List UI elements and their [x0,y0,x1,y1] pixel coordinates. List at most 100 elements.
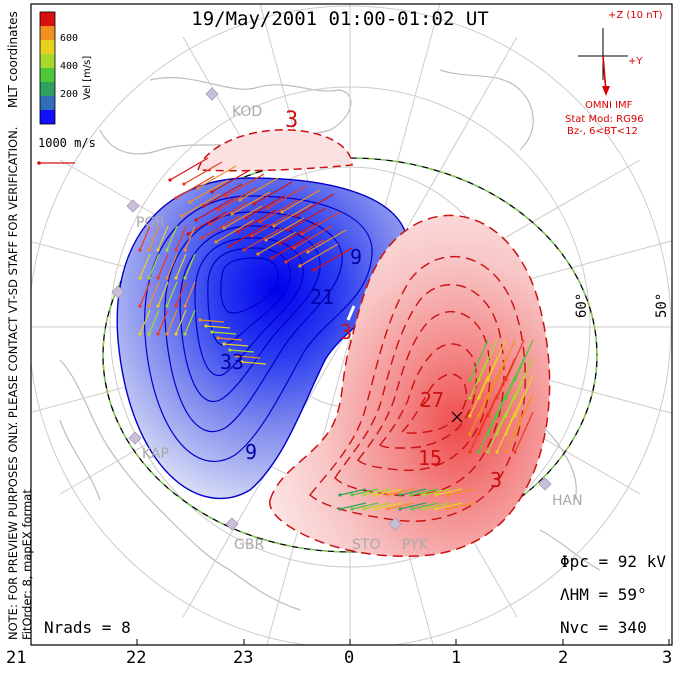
velocity-vector-origin [174,196,178,200]
velocity-vector [447,502,475,510]
velocity-vector-origin [147,276,151,280]
velocity-vector [217,337,243,341]
mlt-tick-label: 1 [451,648,462,668]
velocity-vector [139,225,151,251]
velocity-vector [514,339,534,381]
velocity-vector [387,488,415,496]
station-label: HAN [552,493,583,509]
velocity-vector-origin [386,493,390,497]
velocity-vector [399,488,427,496]
velocity-vector [267,185,307,209]
velocity-vector [223,343,249,347]
velocity-vector-origin [350,493,354,497]
velocity-vector-origin [147,304,151,308]
velocity-vector-origin [196,186,200,190]
mlt-tick-label: 21 [6,648,27,668]
velocity-vector [195,197,235,221]
velocity-vector [285,239,325,263]
velocity-vector-origin [138,276,142,280]
velocity-vector [229,349,255,353]
velocity-vector [411,488,439,496]
velocity-vector-origin [138,304,142,308]
velocity-vector-origin [468,432,472,436]
velocity-vector [257,231,297,255]
velocity-vector-origin [422,507,426,511]
velocity-vector [241,361,267,365]
velocity-vector [496,393,516,435]
stat-n-rads: Nrads = 8 [44,618,131,637]
velocity-vector [184,281,196,307]
imf-source: OMNI IMF [585,100,633,111]
velocity-vector-origin [230,212,234,216]
velocity-vector [166,309,178,335]
contour-label: 21 [310,285,335,309]
velocity-vector-origin [434,507,438,511]
velocity-vector [225,173,265,197]
velocity-vector [478,357,498,399]
velocity-colorbar [39,11,56,125]
velocity-vector-origin [174,248,178,252]
velocity-vector [229,223,269,247]
velocity-vector [505,411,525,453]
velocity-vector [487,375,507,417]
velocity-vector [496,339,516,381]
velocity-vector [273,203,313,227]
velocity-vector [375,488,403,496]
velocity-vector-origin [216,208,220,212]
velocity-vector-origin [312,268,316,272]
velocity-vector-origin [294,214,298,218]
velocity-vector [447,488,475,496]
velocity-vector [469,411,489,453]
velocity-vector-origin [165,276,169,280]
imf-model-line2: Bz-, 6<BT<12 [567,126,638,137]
velocity-vector [197,165,237,189]
velocity-vector [505,393,525,435]
velocity-vector [487,339,507,381]
velocity-vector [166,253,178,279]
velocity-vector [223,205,263,229]
velocity-vector [184,253,196,279]
velocity-vector-origin [174,304,178,308]
velocity-vector-origin [238,198,242,202]
velocity-vector-origin [198,318,202,322]
velocity-vector [399,502,427,510]
contour-label: 33 [220,350,245,374]
velocity-vector-origin [284,260,288,264]
velocity-vector-origin [446,507,450,511]
colorbar-tick-600: 600 [60,33,79,44]
velocity-vector-origin [156,276,160,280]
station-label: PGR [136,215,166,231]
velocity-vector-origin [244,216,248,220]
contour-label: 3 [490,468,503,492]
velocity-vector [279,221,319,245]
velocity-vector-origin [180,214,184,218]
velocity-vector [265,217,305,241]
velocity-vector-origin [138,248,142,252]
velocity-vector-origin [214,240,218,244]
velocity-vector [351,488,379,496]
coordinate-note: MLT coordinates [6,11,20,108]
contour-label: 15 [418,446,443,470]
mlt-tick-marks [30,639,670,645]
velocity-vector [478,339,498,381]
positive-convection-cell [269,214,551,558]
velocity-vector [203,183,243,207]
velocity-vector [201,215,241,239]
mlt-tick-label: 2 [558,648,569,668]
velocity-vector [184,225,196,251]
velocity-vector [183,161,223,185]
velocity-vector [139,281,151,307]
velocity-vector-origin [156,304,160,308]
velocity-vector-origin [183,276,187,280]
velocity-vector [235,355,261,359]
mlt-tick-label: 22 [126,648,147,668]
map-title: 19/May/2001 01:00-01:02 UT [191,8,489,30]
preview-note: NOTE: FOR PREVIEW PURPOSES ONLY. PLEASE … [6,126,20,640]
velocity-vector [496,357,516,399]
velocity-vector-origin [156,332,160,336]
velocity-vector-origin [468,414,472,418]
velocity-vector-origin [446,493,450,497]
velocity-vector [351,502,379,510]
velocity-vector-origin [174,332,178,336]
velocity-vector [199,319,225,323]
